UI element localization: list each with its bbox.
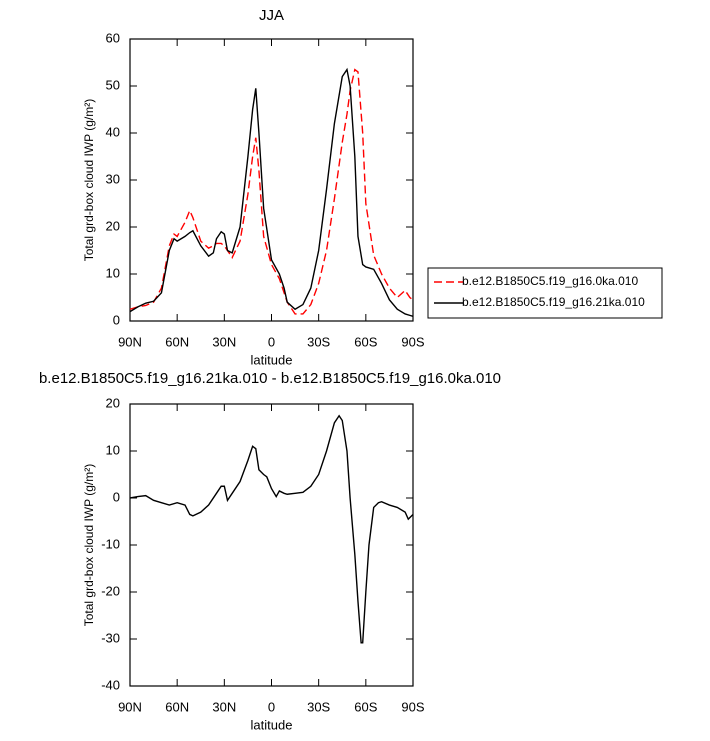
series-line [129,68,414,315]
x-axis-label: latitude [251,717,293,732]
y-axis-label: Total grd-box cloud IWP (g/m²) [82,99,96,262]
y-tick-label: 30 [106,171,120,186]
legend-label: b.e12.B1850C5.f19_g16.0ka.010 [462,274,638,288]
y-tick-label: 40 [106,124,120,139]
y-tick-label: -40 [101,677,120,692]
x-tick-label: 90S [401,334,424,349]
x-tick-label: 30N [212,334,236,349]
series-line [129,414,414,644]
plot-frame [129,403,414,687]
x-tick-label: 90N [118,334,142,349]
x-tick-label: 60S [354,334,377,349]
x-tick-label: 60N [165,334,189,349]
chart-title: b.e12.B1850C5.f19_g16.21ka.010 - b.e12.B… [39,370,501,387]
y-tick-label: 0 [113,489,120,504]
x-tick-label: 30S [307,334,330,349]
y-tick-label: 0 [113,312,120,327]
x-tick-label: 0 [268,334,275,349]
chart-title: JJA [259,7,284,24]
x-tick-label: 0 [268,699,275,714]
series-line [129,67,414,317]
y-tick-label: -20 [101,583,120,598]
x-tick-label: 30N [212,699,236,714]
x-tick-label: 30S [307,699,330,714]
x-tick-label: 90S [401,699,424,714]
x-axis-label: latitude [251,352,293,367]
y-axis-label: Total grd-box cloud IWP (g/m²) [82,464,96,627]
y-tick-label: 60 [106,30,120,45]
y-tick-label: 20 [106,218,120,233]
x-tick-label: 90N [118,699,142,714]
y-tick-label: 20 [106,395,120,410]
plot-frame [129,38,414,322]
y-tick-label: 50 [106,77,120,92]
legend-box [427,267,663,319]
x-tick-label: 60N [165,699,189,714]
y-tick-label: 10 [106,265,120,280]
x-tick-label: 60S [354,699,377,714]
y-tick-label: 10 [106,442,120,457]
legend-label: b.e12.B1850C5.f19_g16.21ka.010 [462,295,645,309]
y-tick-label: -10 [101,536,120,551]
y-tick-label: -30 [101,630,120,645]
